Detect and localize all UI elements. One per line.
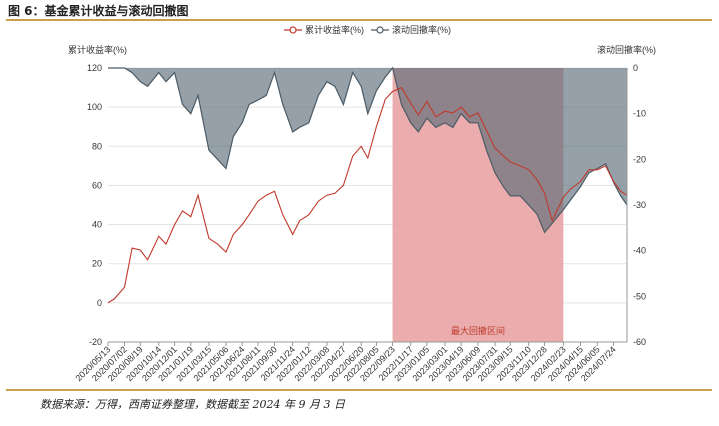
left-tick-label: 40	[92, 220, 102, 230]
right-tick-label: -50	[633, 291, 646, 301]
legend-marker-drawdown	[376, 26, 384, 34]
left-tick-label: 0	[97, 298, 102, 308]
legend-marker-cumulative	[289, 26, 297, 34]
right-axis-title: 滚动回撤率(%)	[597, 44, 656, 55]
drawdown-area	[108, 68, 627, 233]
source-note: 数据来源：万得，西南证券整理，数据截至 2024 年 9 月 3 日	[40, 398, 345, 411]
left-tick-label: 120	[87, 63, 102, 73]
top-rule	[6, 19, 712, 21]
left-tick-label: 100	[87, 102, 102, 112]
right-tick-label: 0	[633, 63, 638, 73]
left-axis-title: 累计收益率(%)	[68, 44, 127, 55]
max-drawdown-label: 最大回撤区间	[451, 325, 505, 336]
left-tick-label: 60	[92, 180, 102, 190]
right-tick-label: -30	[633, 200, 646, 210]
left-tick-label: 80	[92, 141, 102, 151]
right-tick-label: -40	[633, 246, 646, 256]
cumulative-return-line	[107, 86, 628, 304]
bottom-rule	[6, 389, 712, 391]
legend-label-cumulative: 累计收益率(%)	[305, 24, 364, 35]
left-tick-label: -20	[89, 337, 102, 347]
left-tick-label: 20	[92, 259, 102, 269]
figure-title: 图 6：基金累计收益与滚动回撤图	[8, 4, 189, 18]
right-tick-label: -20	[633, 154, 646, 164]
right-tick-label: -60	[633, 337, 646, 347]
drawdown-line	[108, 66, 628, 234]
legend-label-drawdown: 滚动回撤率(%)	[392, 24, 451, 35]
right-tick-label: -10	[633, 109, 646, 119]
